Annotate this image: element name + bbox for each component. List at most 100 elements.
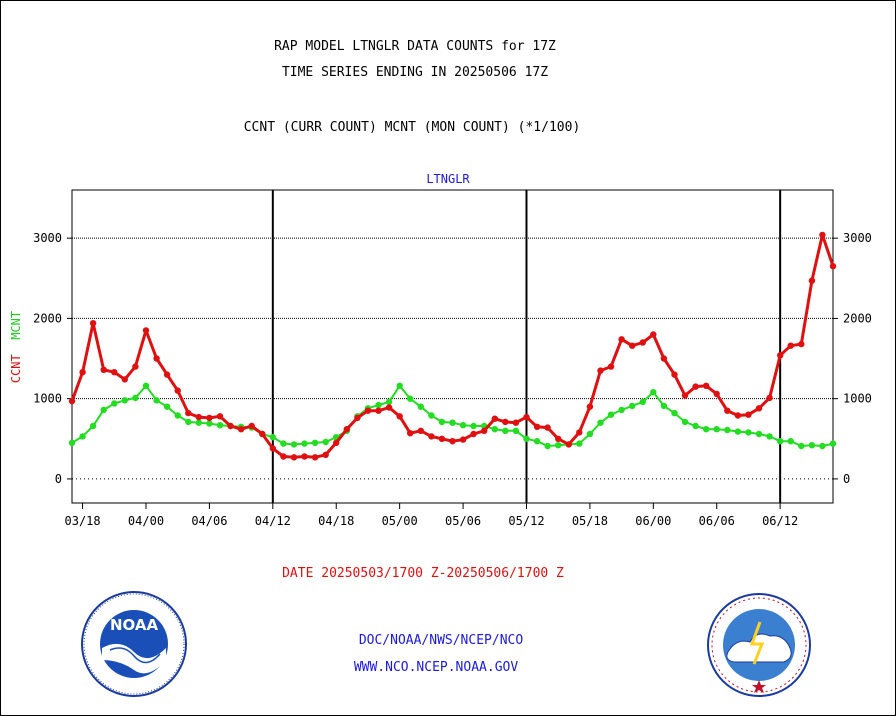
data-point-mcnt-6: [132, 394, 139, 402]
data-point-ccnt-48: [576, 429, 583, 436]
data-point-ccnt-64: [745, 411, 752, 418]
data-point-ccnt-28: [364, 407, 372, 414]
data-point-mcnt-43: [523, 435, 530, 442]
data-point-mcnt-45: [544, 442, 551, 450]
data-point-ccnt-70: [808, 277, 816, 284]
data-point-ccnt-10: [174, 387, 181, 394]
data-point-ccnt-65: [755, 405, 763, 412]
data-point-mcnt-53: [629, 402, 636, 410]
data-point-ccnt-9: [163, 371, 171, 378]
data-point-ccnt-66: [766, 394, 773, 402]
data-point-mcnt-20: [280, 440, 287, 447]
data-point-mcnt-35: [438, 418, 446, 426]
data-point-ccnt-5: [121, 376, 128, 383]
data-point-mcnt-71: [819, 442, 826, 450]
data-point-mcnt-57: [671, 409, 678, 417]
data-point-mcnt-52: [618, 406, 625, 414]
data-point-mcnt-8: [153, 397, 160, 404]
data-point-ccnt-1: [79, 369, 86, 376]
data-point-mcnt-9: [163, 403, 171, 410]
data-point-mcnt-33: [417, 403, 424, 410]
nws-logo-icon: [707, 593, 811, 697]
data-point-ccnt-22: [301, 453, 308, 460]
series-title: LTNGLR: [426, 172, 470, 186]
data-point-mcnt-1: [79, 433, 86, 440]
data-point-ccnt-53: [629, 342, 636, 349]
data-point-ccnt-20: [280, 453, 287, 460]
data-point-mcnt-65: [755, 430, 763, 438]
data-point-mcnt-42: [512, 427, 520, 434]
data-point-ccnt-42: [512, 419, 520, 426]
y-tick-label-right-0: 0: [843, 472, 850, 486]
x-tick-label-8: 05/18: [572, 514, 608, 528]
data-point-mcnt-59: [692, 422, 699, 430]
data-point-mcnt-12: [195, 419, 202, 426]
y-tick-label-right-1000: 1000: [843, 392, 872, 406]
data-point-mcnt-0: [68, 439, 76, 446]
organization-link[interactable]: DOC/NOAA/NWS/NCEP/NCO: [358, 633, 524, 648]
data-point-mcnt-72: [829, 440, 837, 447]
data-point-mcnt-3: [100, 406, 107, 414]
data-point-ccnt-52: [618, 336, 625, 343]
data-point-mcnt-56: [660, 402, 668, 410]
x-tick-label-10: 06/06: [699, 514, 735, 528]
data-point-mcnt-50: [597, 419, 604, 426]
data-point-mcnt-22: [301, 440, 308, 447]
data-point-mcnt-24: [322, 438, 329, 446]
data-point-mcnt-29: [375, 401, 382, 409]
data-point-mcnt-36: [449, 419, 456, 426]
data-point-ccnt-13: [206, 414, 213, 422]
data-point-mcnt-69: [798, 442, 805, 450]
data-point-ccnt-11: [185, 409, 192, 417]
data-point-ccnt-55: [650, 331, 657, 338]
chart-subtitle: CCNT (CURR COUNT) MCNT (MON COUNT) (*1/1…: [243, 120, 581, 135]
data-point-ccnt-19: [269, 445, 276, 452]
data-point-ccnt-60: [703, 382, 710, 389]
data-point-ccnt-14: [216, 413, 224, 420]
data-point-mcnt-4: [111, 400, 118, 407]
data-point-mcnt-21: [290, 441, 298, 448]
x-tick-label-0: 03/18: [65, 514, 101, 528]
data-point-ccnt-32: [407, 430, 414, 437]
x-tick-label-3: 04/12: [255, 514, 291, 528]
data-point-ccnt-58: [681, 392, 689, 399]
data-point-ccnt-2: [89, 320, 97, 327]
data-point-ccnt-45: [544, 424, 551, 431]
data-point-ccnt-17: [248, 422, 255, 430]
data-point-mcnt-5: [121, 397, 128, 404]
y-tick-label-left-3000: 3000: [33, 231, 62, 245]
data-point-mcnt-34: [428, 412, 435, 419]
data-point-mcnt-54: [639, 398, 646, 406]
data-point-ccnt-41: [502, 418, 509, 426]
data-point-mcnt-63: [734, 428, 742, 435]
data-point-mcnt-58: [681, 418, 689, 426]
data-point-ccnt-63: [734, 412, 742, 419]
data-point-ccnt-26: [343, 426, 350, 433]
x-tick-label-7: 05/12: [508, 514, 544, 528]
data-point-ccnt-7: [142, 327, 150, 334]
website-link[interactable]: WWW.NCO.NCEP.NOAA.GOV: [353, 660, 519, 675]
data-point-ccnt-62: [724, 407, 731, 414]
data-point-mcnt-2: [89, 422, 97, 430]
y-tick-label-left-2000: 2000: [33, 311, 62, 325]
data-point-mcnt-67: [777, 438, 784, 445]
y-tick-label-right-3000: 3000: [843, 231, 872, 245]
data-point-mcnt-32: [407, 395, 414, 402]
data-point-ccnt-29: [375, 407, 382, 414]
data-point-ccnt-24: [322, 451, 329, 458]
data-point-ccnt-51: [607, 363, 615, 370]
data-point-ccnt-61: [713, 390, 720, 398]
data-point-mcnt-14: [216, 422, 224, 429]
data-point-ccnt-12: [195, 413, 202, 421]
data-point-mcnt-61: [713, 426, 720, 433]
data-point-ccnt-54: [639, 339, 646, 346]
data-point-ccnt-8: [153, 355, 160, 362]
data-point-ccnt-37: [459, 436, 467, 443]
data-point-mcnt-64: [745, 429, 752, 436]
x-tick-label-4: 04/18: [318, 514, 354, 528]
data-point-ccnt-6: [132, 363, 139, 370]
data-point-ccnt-36: [449, 438, 456, 445]
data-point-ccnt-71: [819, 231, 826, 239]
data-point-ccnt-38: [470, 430, 477, 438]
y-tick-label-left-0: 0: [55, 472, 62, 486]
